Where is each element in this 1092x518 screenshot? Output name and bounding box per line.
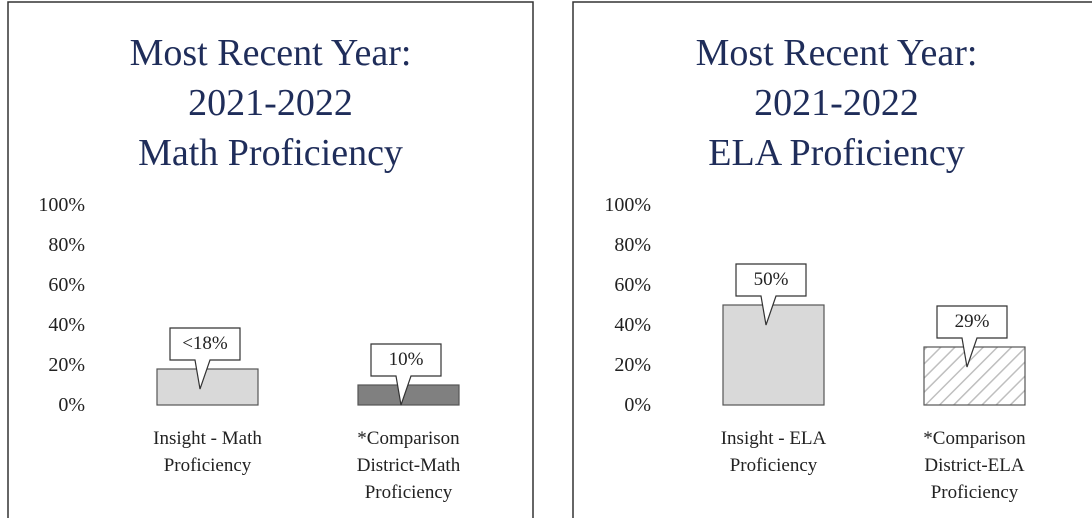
value-label: 29% <box>954 311 990 332</box>
value-label: <18% <box>182 333 228 354</box>
bar <box>923 346 1026 406</box>
x-tick-label: *Comparison District-Math Proficiency <box>356 428 461 503</box>
y-tick-label: 0% <box>58 394 85 416</box>
value-label: 10% <box>388 349 424 370</box>
y-tick-label: 20% <box>48 354 85 376</box>
y-tick-label: 40% <box>48 314 85 336</box>
bar <box>722 304 825 406</box>
value-callout <box>936 305 1008 368</box>
chart-title: Math Proficiency <box>138 132 403 174</box>
chart-title: ELA Proficiency <box>708 132 965 174</box>
y-tick-label: 60% <box>614 274 651 296</box>
chart-title: 2021-2022 <box>188 82 353 124</box>
y-tick-label: 60% <box>48 274 85 296</box>
value-callout <box>735 263 807 326</box>
panel-border <box>572 1 1092 518</box>
y-tick-label: 80% <box>48 234 85 256</box>
value-callout <box>370 343 442 406</box>
x-tick-label: Insight - ELA Proficiency <box>720 428 827 476</box>
bar <box>156 368 259 406</box>
x-tick-label: Insight - Math Proficiency <box>153 428 262 476</box>
y-tick-label: 100% <box>604 194 651 216</box>
y-tick-label: 80% <box>614 234 651 256</box>
chart-title: Most Recent Year: <box>129 32 412 74</box>
y-tick-label: 0% <box>624 394 651 416</box>
chart-title: Most Recent Year: <box>695 32 978 74</box>
value-callout <box>169 327 241 390</box>
value-label: 50% <box>753 269 789 290</box>
chart-title: 2021-2022 <box>754 82 919 124</box>
y-tick-label: 100% <box>38 194 85 216</box>
x-tick-label: *Comparison District-ELA Proficiency <box>923 428 1026 503</box>
bar <box>357 384 460 406</box>
panel-border <box>7 1 534 518</box>
y-tick-label: 20% <box>614 354 651 376</box>
y-tick-label: 40% <box>614 314 651 336</box>
